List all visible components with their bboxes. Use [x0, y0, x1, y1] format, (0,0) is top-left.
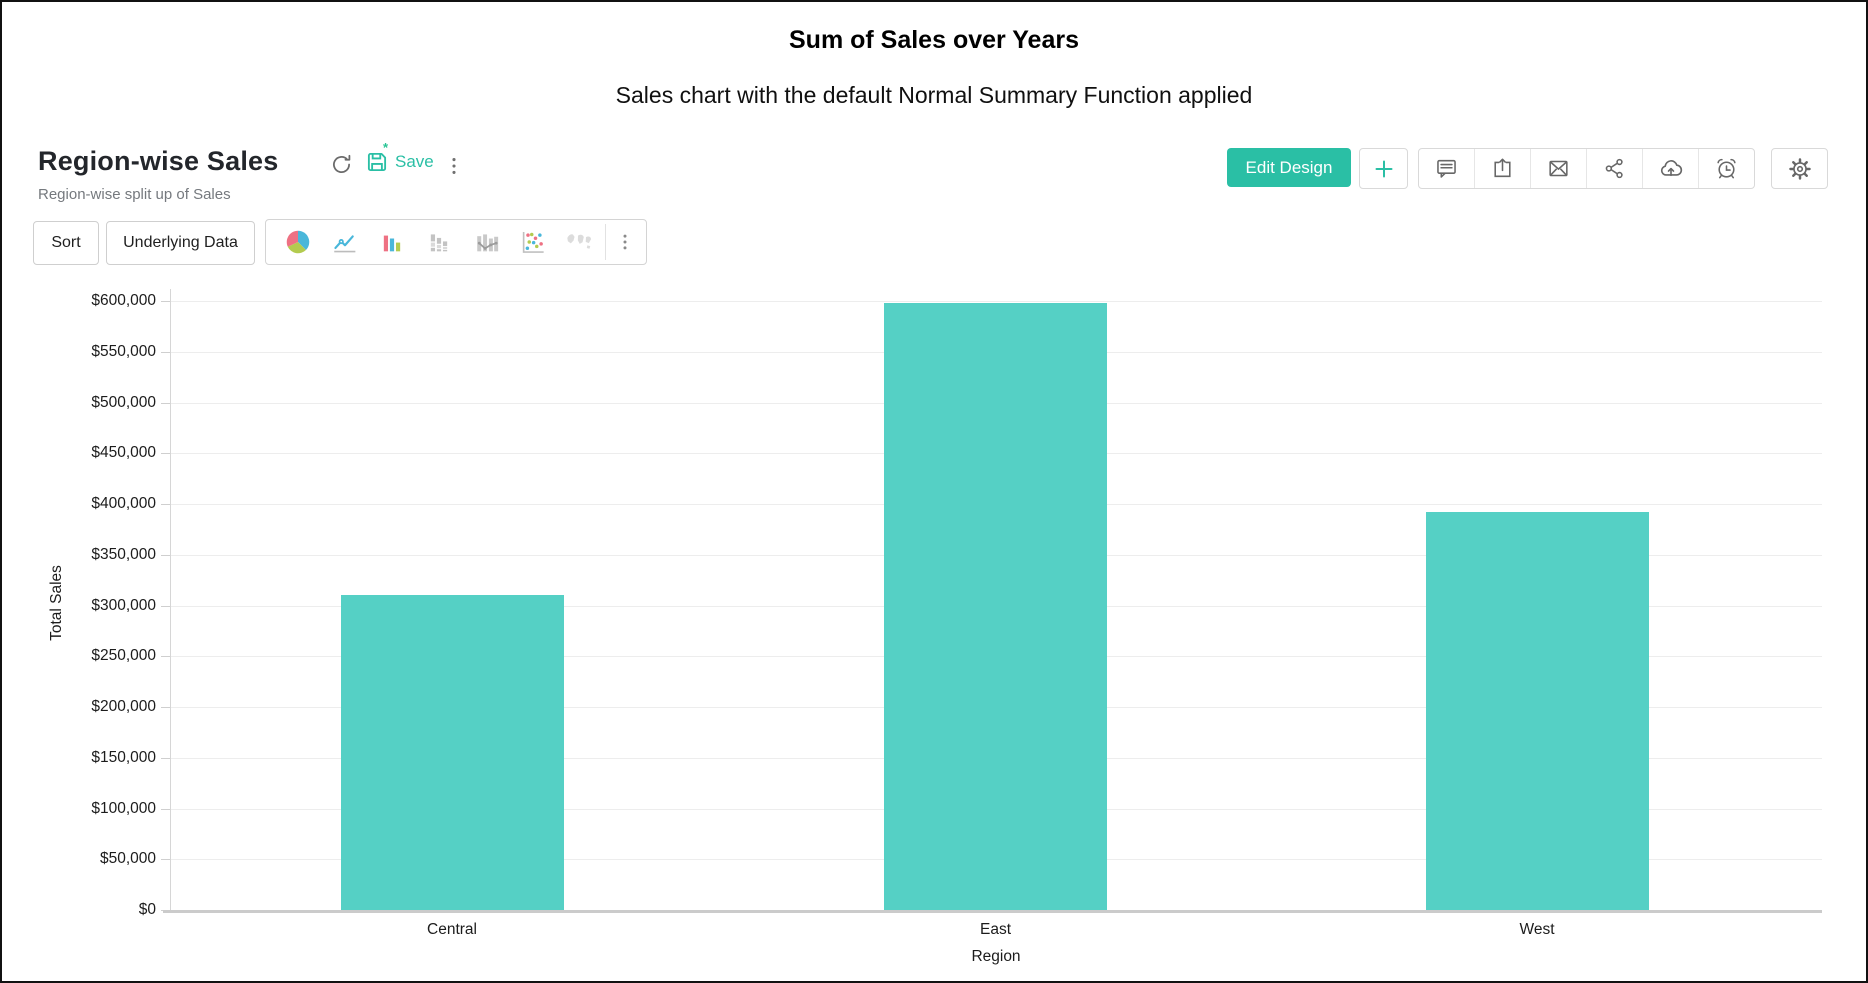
gear-icon: [1787, 156, 1813, 182]
view-title: Region-wise Sales: [38, 146, 279, 176]
share-icon: [1602, 156, 1627, 181]
y-tick-label: $350,000: [91, 545, 156, 563]
y-tick-label: $450,000: [91, 444, 156, 462]
email-button[interactable]: [1531, 149, 1587, 188]
chart-type-scatter[interactable]: [509, 222, 556, 262]
more-chart-types-button[interactable]: [608, 222, 642, 262]
column-chart-icon: [378, 228, 406, 256]
x-tick-label: East: [979, 921, 1011, 938]
comment-icon: [1434, 156, 1459, 181]
line-chart-icon: [330, 228, 359, 257]
y-tick-label: $400,000: [91, 495, 156, 512]
y-tick-mark: [161, 351, 170, 353]
chart-type-map[interactable]: [556, 222, 603, 262]
chart-type-combo[interactable]: [462, 222, 509, 262]
combo-chart-icon: [472, 228, 500, 256]
y-tick-label: $150,000: [91, 748, 156, 766]
view-action-toolbar: [1418, 148, 1755, 189]
bar[interactable]: [884, 303, 1107, 910]
y-axis-line: [170, 289, 171, 910]
publish-button[interactable]: [1643, 149, 1699, 188]
email-icon: [1546, 156, 1571, 181]
page-title: Sum of Sales over Years: [789, 26, 1079, 54]
page-subtitle: Sales chart with the default Normal Summ…: [615, 82, 1253, 108]
map-chart-icon: [564, 226, 596, 258]
view-menu-button[interactable]: [440, 152, 467, 179]
y-tick-mark: [161, 554, 170, 556]
share-button[interactable]: [1587, 149, 1643, 188]
refresh-icon: [329, 152, 354, 177]
cloud-upload-icon: [1658, 156, 1684, 182]
scatter-chart-icon: [518, 227, 548, 257]
x-axis-title: Region: [971, 948, 1021, 965]
plus-icon: [1372, 157, 1396, 181]
comments-button[interactable]: [1419, 149, 1475, 188]
gridline: [171, 301, 1822, 302]
y-tick-label: $500,000: [91, 393, 156, 411]
kebab-menu-icon: [443, 155, 465, 177]
chart-type-column[interactable]: [368, 222, 415, 262]
x-tick-label: Central: [427, 921, 477, 938]
divider: [605, 224, 606, 260]
y-tick-label: $50,000: [99, 850, 156, 868]
chart-type-switcher: [265, 219, 647, 265]
y-tick-mark: [161, 402, 170, 404]
chart-type-stacked-column[interactable]: [415, 222, 462, 262]
y-tick-label: $300,000: [91, 596, 156, 614]
chart-type-pie[interactable]: [274, 222, 321, 262]
y-tick-mark: [161, 605, 170, 607]
y-tick-mark: [161, 453, 170, 455]
y-tick-label: $250,000: [91, 647, 156, 665]
settings-button[interactable]: [1771, 148, 1828, 189]
x-axis-line: [163, 910, 1822, 913]
refresh-button[interactable]: [328, 151, 355, 178]
y-tick-mark: [161, 301, 170, 302]
save-label: Save: [395, 152, 434, 171]
export-icon: [1490, 156, 1515, 181]
y-tick-label: $200,000: [91, 698, 156, 715]
y-tick-mark: [161, 808, 170, 810]
y-tick-label: $600,000: [91, 292, 156, 309]
underlying-data-button[interactable]: Underlying Data: [106, 221, 255, 265]
kebab-menu-icon: [615, 232, 635, 252]
bar[interactable]: [1425, 512, 1649, 910]
pie-chart-icon: [283, 227, 313, 257]
y-tick-mark: [161, 859, 170, 861]
sort-button[interactable]: Sort: [33, 221, 99, 265]
unsaved-marker: *: [383, 140, 389, 155]
x-tick-label: West: [1519, 921, 1555, 938]
y-tick-label: $100,000: [91, 799, 156, 817]
add-button[interactable]: [1359, 148, 1408, 189]
y-tick-mark: [161, 504, 170, 505]
chart-type-line[interactable]: [321, 222, 368, 262]
y-tick-label: $0: [138, 901, 156, 918]
alarm-icon: [1714, 156, 1739, 181]
view-subtitle: Region-wise split up of Sales: [38, 186, 231, 203]
save-button[interactable]: * Save: [364, 140, 434, 175]
bar[interactable]: [340, 595, 564, 910]
edit-design-button[interactable]: Edit Design: [1227, 148, 1351, 187]
schedule-button[interactable]: [1699, 149, 1754, 188]
y-tick-mark: [161, 707, 170, 708]
stacked-column-chart-icon: [425, 228, 453, 256]
y-tick-mark: [161, 656, 170, 658]
save-icon: *: [364, 140, 390, 175]
y-tick-label: $550,000: [91, 342, 156, 360]
y-tick-mark: [161, 757, 170, 759]
export-button[interactable]: [1475, 149, 1531, 188]
